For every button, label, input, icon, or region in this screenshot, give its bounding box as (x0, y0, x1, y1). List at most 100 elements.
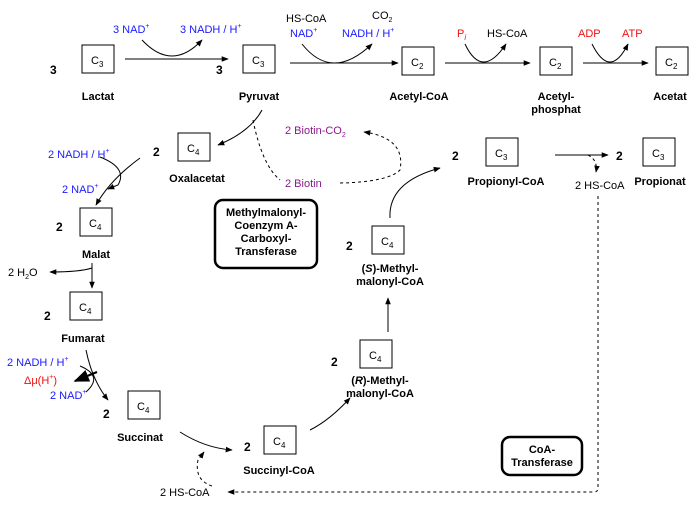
biotin-co2: 2 Biotin-CO2 (285, 125, 346, 139)
arrow-pta-cofactor (464, 43, 507, 63)
acetylphosphat-name-line2: phosphat (531, 104, 581, 116)
pyruvat-carbon-box (242, 44, 276, 74)
acetylcoa-carbon-box (401, 46, 435, 76)
lactat-carbon-box (81, 44, 115, 74)
succinylcoa-carbon-label: C4 (273, 436, 286, 450)
arrow-oxalacetat-malat (95, 157, 141, 206)
acetylcoa-carbon-label: C2 (411, 57, 424, 71)
oxalacetat-carbon-label: C4 (187, 143, 200, 157)
transcarboxylase-line3: Carboxyl- (241, 233, 292, 245)
succinat-name: Succinat (117, 432, 163, 444)
nad-fumarat: 2 NAD+ (50, 389, 87, 402)
compound-propionyl-coa: 2 C3 Propionyl-CoA (452, 137, 545, 188)
acetylcoa-name: Acetyl-CoA (389, 91, 448, 103)
dashed-pyruvat-biotin (252, 119, 281, 181)
nadh-malat: 2 NADH / H+ (48, 148, 110, 161)
s-methylmalonyl-name-line2: malonyl-CoA (356, 276, 424, 288)
coa-transferase-box (500, 435, 584, 477)
r-methylmalonyl-carbon-box (359, 339, 393, 369)
pi: Pi (457, 28, 466, 42)
biotin: 2 Biotin (285, 178, 322, 190)
succinat-count: 2 (103, 407, 110, 421)
compound-oxalacetat: 2 C4 Oxalacetat (153, 132, 225, 185)
coa-transferase-line2: Transferase (511, 457, 573, 469)
propionat-name: Propionat (634, 176, 686, 188)
nadh-pdh: NADH / H+ (342, 27, 394, 40)
succinylcoa-name: Succinyl-CoA (243, 465, 315, 477)
s-methylmalonyl-count: 2 (346, 239, 353, 253)
compound-acetat: C2 Acetat (653, 46, 689, 103)
compound-pyruvat: 3 C3 Pyruvat (216, 44, 280, 103)
arrow-proton-motive (73, 370, 98, 383)
compound-fumarat: 2 C4 Fumarat (44, 291, 105, 345)
hs-coa-pta: HS-CoA (487, 28, 528, 40)
succinat-carbon-box (127, 390, 161, 420)
delta-mu: Δμ(H+) (24, 374, 57, 387)
transcarboxylase-box (213, 198, 319, 270)
propionylcoa-count: 2 (452, 149, 459, 163)
oxalacetat-count: 2 (153, 145, 160, 159)
succinylcoa-carbon-box (263, 425, 297, 455)
arrow-ack-cofactor (591, 43, 629, 63)
hs-coa-pdh: HS-CoA (286, 13, 327, 25)
malat-count: 2 (56, 220, 63, 234)
coa-transferase-line1: CoA- (529, 444, 556, 456)
nad-malat: 2 NAD+ (62, 183, 99, 196)
enzyme-coa-transferase: CoA- Transferase (500, 435, 584, 477)
fumarat-count: 2 (44, 309, 51, 323)
hs-coa-bottom: 2 HS-CoA (160, 487, 210, 499)
lactat-count: 3 (50, 63, 57, 77)
adp: ADP (578, 28, 601, 40)
arrow-mdh-cofactor (99, 156, 122, 190)
arrow-succinylcoa-rmethylmalonyl (309, 397, 351, 431)
propionat-carbon-box (642, 137, 676, 167)
arrow-pyruvat-oxalacetat (217, 109, 263, 146)
s-methylmalonyl-carbon-box (371, 225, 405, 255)
propionylcoa-name: Propionyl-CoA (468, 176, 545, 188)
compound-r-methylmalonyl-coa: 2 C4 (R)-Methyl- malonyl-CoA (331, 339, 414, 400)
compound-propionat: 2 C3 Propionat (616, 137, 686, 188)
compound-s-methylmalonyl-coa: 2 C4 (S)-Methyl- malonyl-CoA (346, 225, 424, 288)
acetat-carbon-box (655, 46, 689, 76)
propionylcoa-carbon-label: C3 (495, 148, 508, 162)
acetylphosphat-name-line1: Acetyl- (538, 91, 575, 103)
dashed-biotin-carboxylation (339, 130, 402, 184)
acetat-name: Acetat (653, 91, 687, 103)
succinat-carbon-label: C4 (137, 401, 150, 415)
compound-lactat: 3 C3 Lactat (50, 44, 115, 103)
nad-pdh: NAD+ (290, 27, 317, 40)
oxalacetat-name: Oxalacetat (169, 173, 225, 185)
succinylcoa-count: 2 (244, 440, 251, 454)
compound-acetylphosphat: C2 Acetyl- phosphat (531, 46, 581, 116)
compound-malat: 2 C4 Malat (56, 207, 113, 261)
arrow-fumarat-succinat (85, 349, 109, 401)
malat-name: Malat (82, 249, 110, 261)
acetat-carbon-label: C2 (665, 57, 678, 71)
nadh-fumarat: 2 NADH / H+ (7, 356, 69, 369)
dashed-hscoa-succinylcoa (196, 451, 213, 487)
compound-acetyl-coa: C2 Acetyl-CoA (389, 46, 449, 103)
dashed-coa-recycling (227, 196, 599, 495)
propionat-carbon-label: C3 (652, 148, 665, 162)
h2o: 2 H2O (8, 267, 38, 281)
r-methylmalonyl-name-line2: malonyl-CoA (346, 388, 414, 400)
pyruvat-name: Pyruvat (239, 91, 280, 103)
propionylcoa-carbon-box (485, 137, 519, 167)
enzyme-transcarboxylase: Methylmalonyl- Coenzym A- Carboxyl- Tran… (213, 198, 319, 270)
arrow-water-release (49, 267, 93, 275)
pyruvat-count: 3 (216, 63, 223, 77)
acetylphosphat-carbon-box (539, 46, 573, 76)
transcarboxylase-line4: Transferase (235, 246, 297, 258)
hs-coa-propionat: 2 HS-CoA (575, 180, 625, 192)
nad-in-lactat: 3 NAD+ (113, 23, 150, 36)
malat-carbon-box (79, 207, 113, 237)
fumarat-carbon-label: C4 (79, 302, 92, 316)
arrow-smethylmalonyl-propionylcoa (389, 166, 441, 219)
arrow-nad-reduction-1 (141, 39, 203, 57)
dashed-propionat-hscoa (587, 154, 600, 173)
acetylphosphat-carbon-label: C2 (549, 57, 562, 71)
arrow-frd-cofactor (79, 365, 95, 393)
transcarboxylase-line2: Coenzym A- (234, 220, 297, 232)
lactat-name: Lactat (82, 91, 115, 103)
